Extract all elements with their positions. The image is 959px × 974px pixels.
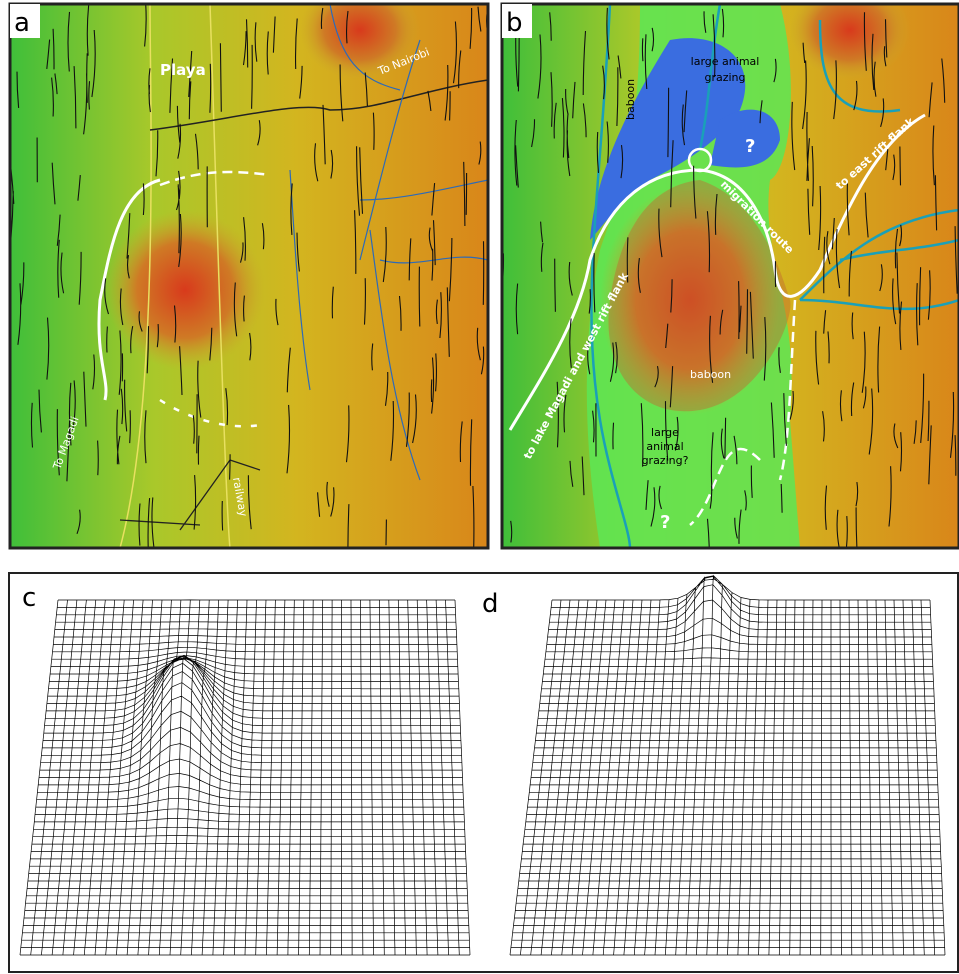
- map-label: large animal: [691, 55, 760, 68]
- map-label: Playa: [160, 61, 206, 79]
- map-a: [10, 4, 488, 548]
- panel-label: c: [22, 583, 36, 613]
- map-label: grazing: [704, 71, 745, 84]
- map-label: ?: [745, 136, 755, 157]
- map-label: large: [651, 426, 679, 439]
- panel-label: a: [14, 8, 30, 38]
- map-label: grazing?: [642, 454, 689, 467]
- map-label: animal: [646, 440, 683, 453]
- map-label: baboon: [690, 368, 731, 381]
- mesh: [509, 574, 946, 956]
- map-b: [502, 4, 959, 548]
- faults: [502, 7, 959, 548]
- label-box: [502, 4, 532, 38]
- label-box: [10, 4, 40, 38]
- faults: [10, 4, 488, 548]
- frame-b: [500, 2, 959, 550]
- map-label: ?: [660, 512, 670, 533]
- panel-label: b: [506, 8, 523, 38]
- wireframes: [19, 574, 946, 956]
- panel-label: d: [482, 589, 499, 619]
- frame-a: [8, 2, 490, 550]
- mesh: [19, 599, 471, 956]
- frame-cd: [8, 572, 959, 973]
- map-label: baboon: [624, 79, 637, 120]
